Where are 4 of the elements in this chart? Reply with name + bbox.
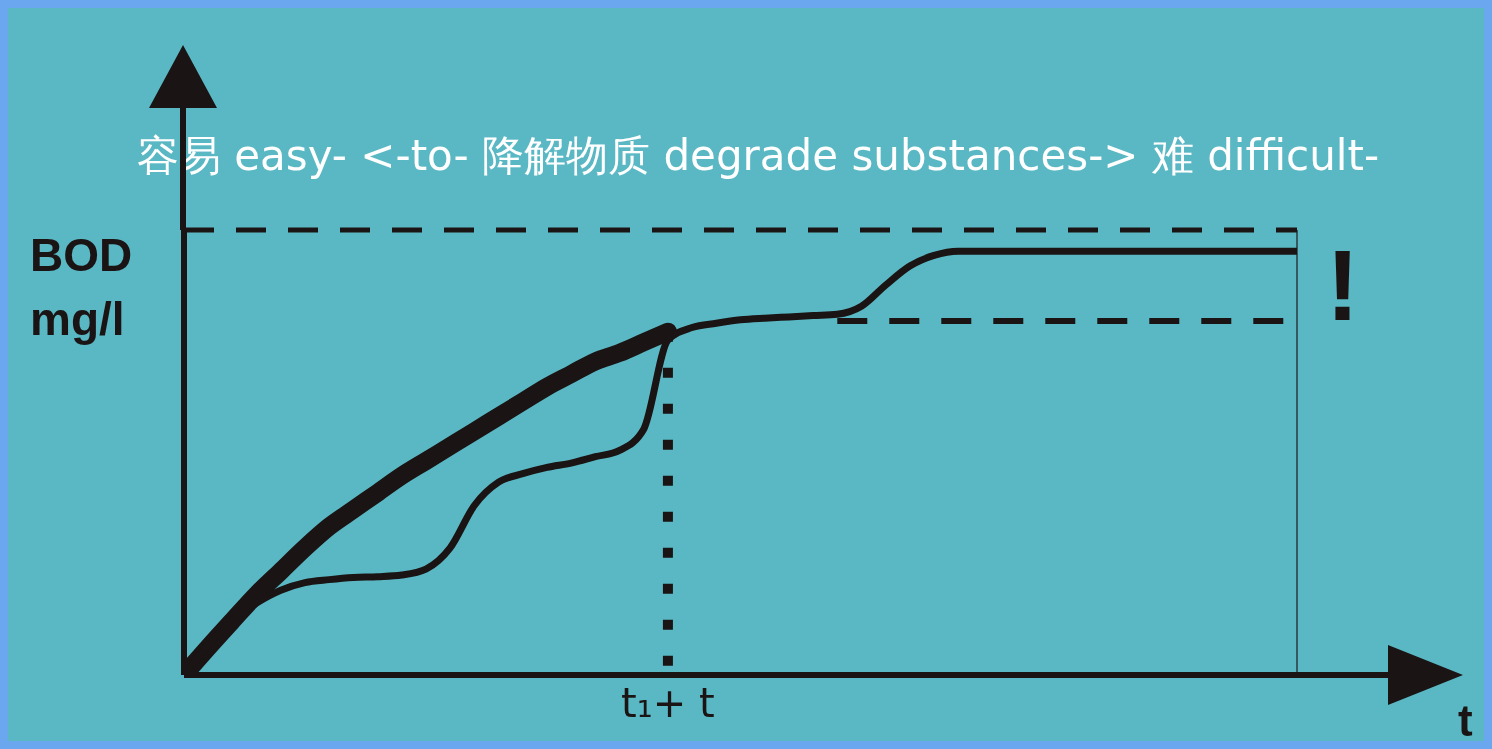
y-axis-title: BOD mg/l xyxy=(30,228,133,347)
text: t₁+ t xyxy=(621,680,715,727)
text: ! xyxy=(1326,229,1360,341)
x-axis-title: t xyxy=(1458,696,1473,746)
